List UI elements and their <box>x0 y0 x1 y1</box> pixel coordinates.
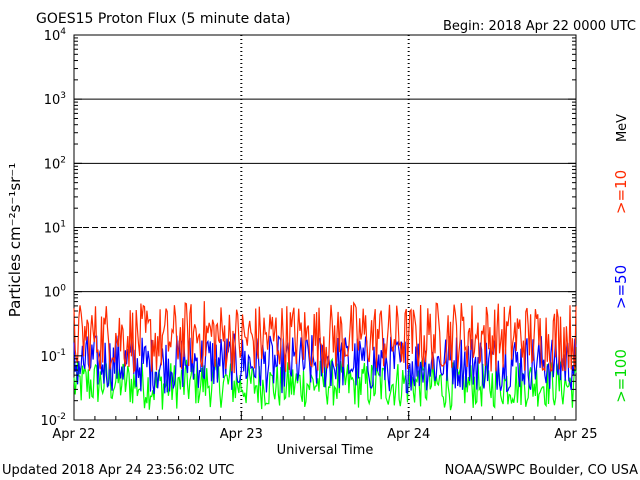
x-tick-label: Apr 25 <box>554 427 597 442</box>
y-tick-label: 104 <box>44 27 67 44</box>
updated-timestamp: Updated 2018 Apr 24 23:56:02 UTC <box>2 463 234 478</box>
y-tick-label: 103 <box>44 91 66 108</box>
y-axis-label: Particles cm⁻²s⁻¹sr⁻¹ <box>6 163 24 317</box>
legend-label-ge100: >=100 <box>612 349 630 403</box>
x-axis-label: Universal Time <box>277 443 374 458</box>
grid-lines <box>74 35 576 420</box>
legend-label-ge10: >=10 <box>612 170 630 214</box>
begin-time-label: Begin: 2018 Apr 22 0000 UTC <box>443 19 636 34</box>
y-tick-label: 10-1 <box>40 348 66 365</box>
y-tick-label: 101 <box>44 220 66 237</box>
y-tick-label: 102 <box>44 155 66 172</box>
axis-ticks: Apr 22 Apr 23 Apr 24 Apr 25 10-2 10-1 100 101 10… <box>40 27 597 442</box>
x-tick-label: Apr 24 <box>387 427 430 442</box>
y-tick-label: 100 <box>44 284 67 301</box>
series-line-ge50 <box>73 333 577 395</box>
chart-title: GOES15 Proton Flux (5 minute data) <box>36 11 291 27</box>
legend-unit-mev: MeV <box>615 114 630 142</box>
x-tick-label: Apr 22 <box>52 427 95 442</box>
credit-label: NOAA/SWPC Boulder, CO USA <box>445 463 638 478</box>
x-tick-label: Apr 23 <box>220 427 263 442</box>
legend-label-ge50: >=50 <box>612 265 630 309</box>
series-line-ge10 <box>73 301 577 374</box>
series-lines <box>73 301 577 411</box>
y-tick-label: 10-2 <box>40 412 66 429</box>
